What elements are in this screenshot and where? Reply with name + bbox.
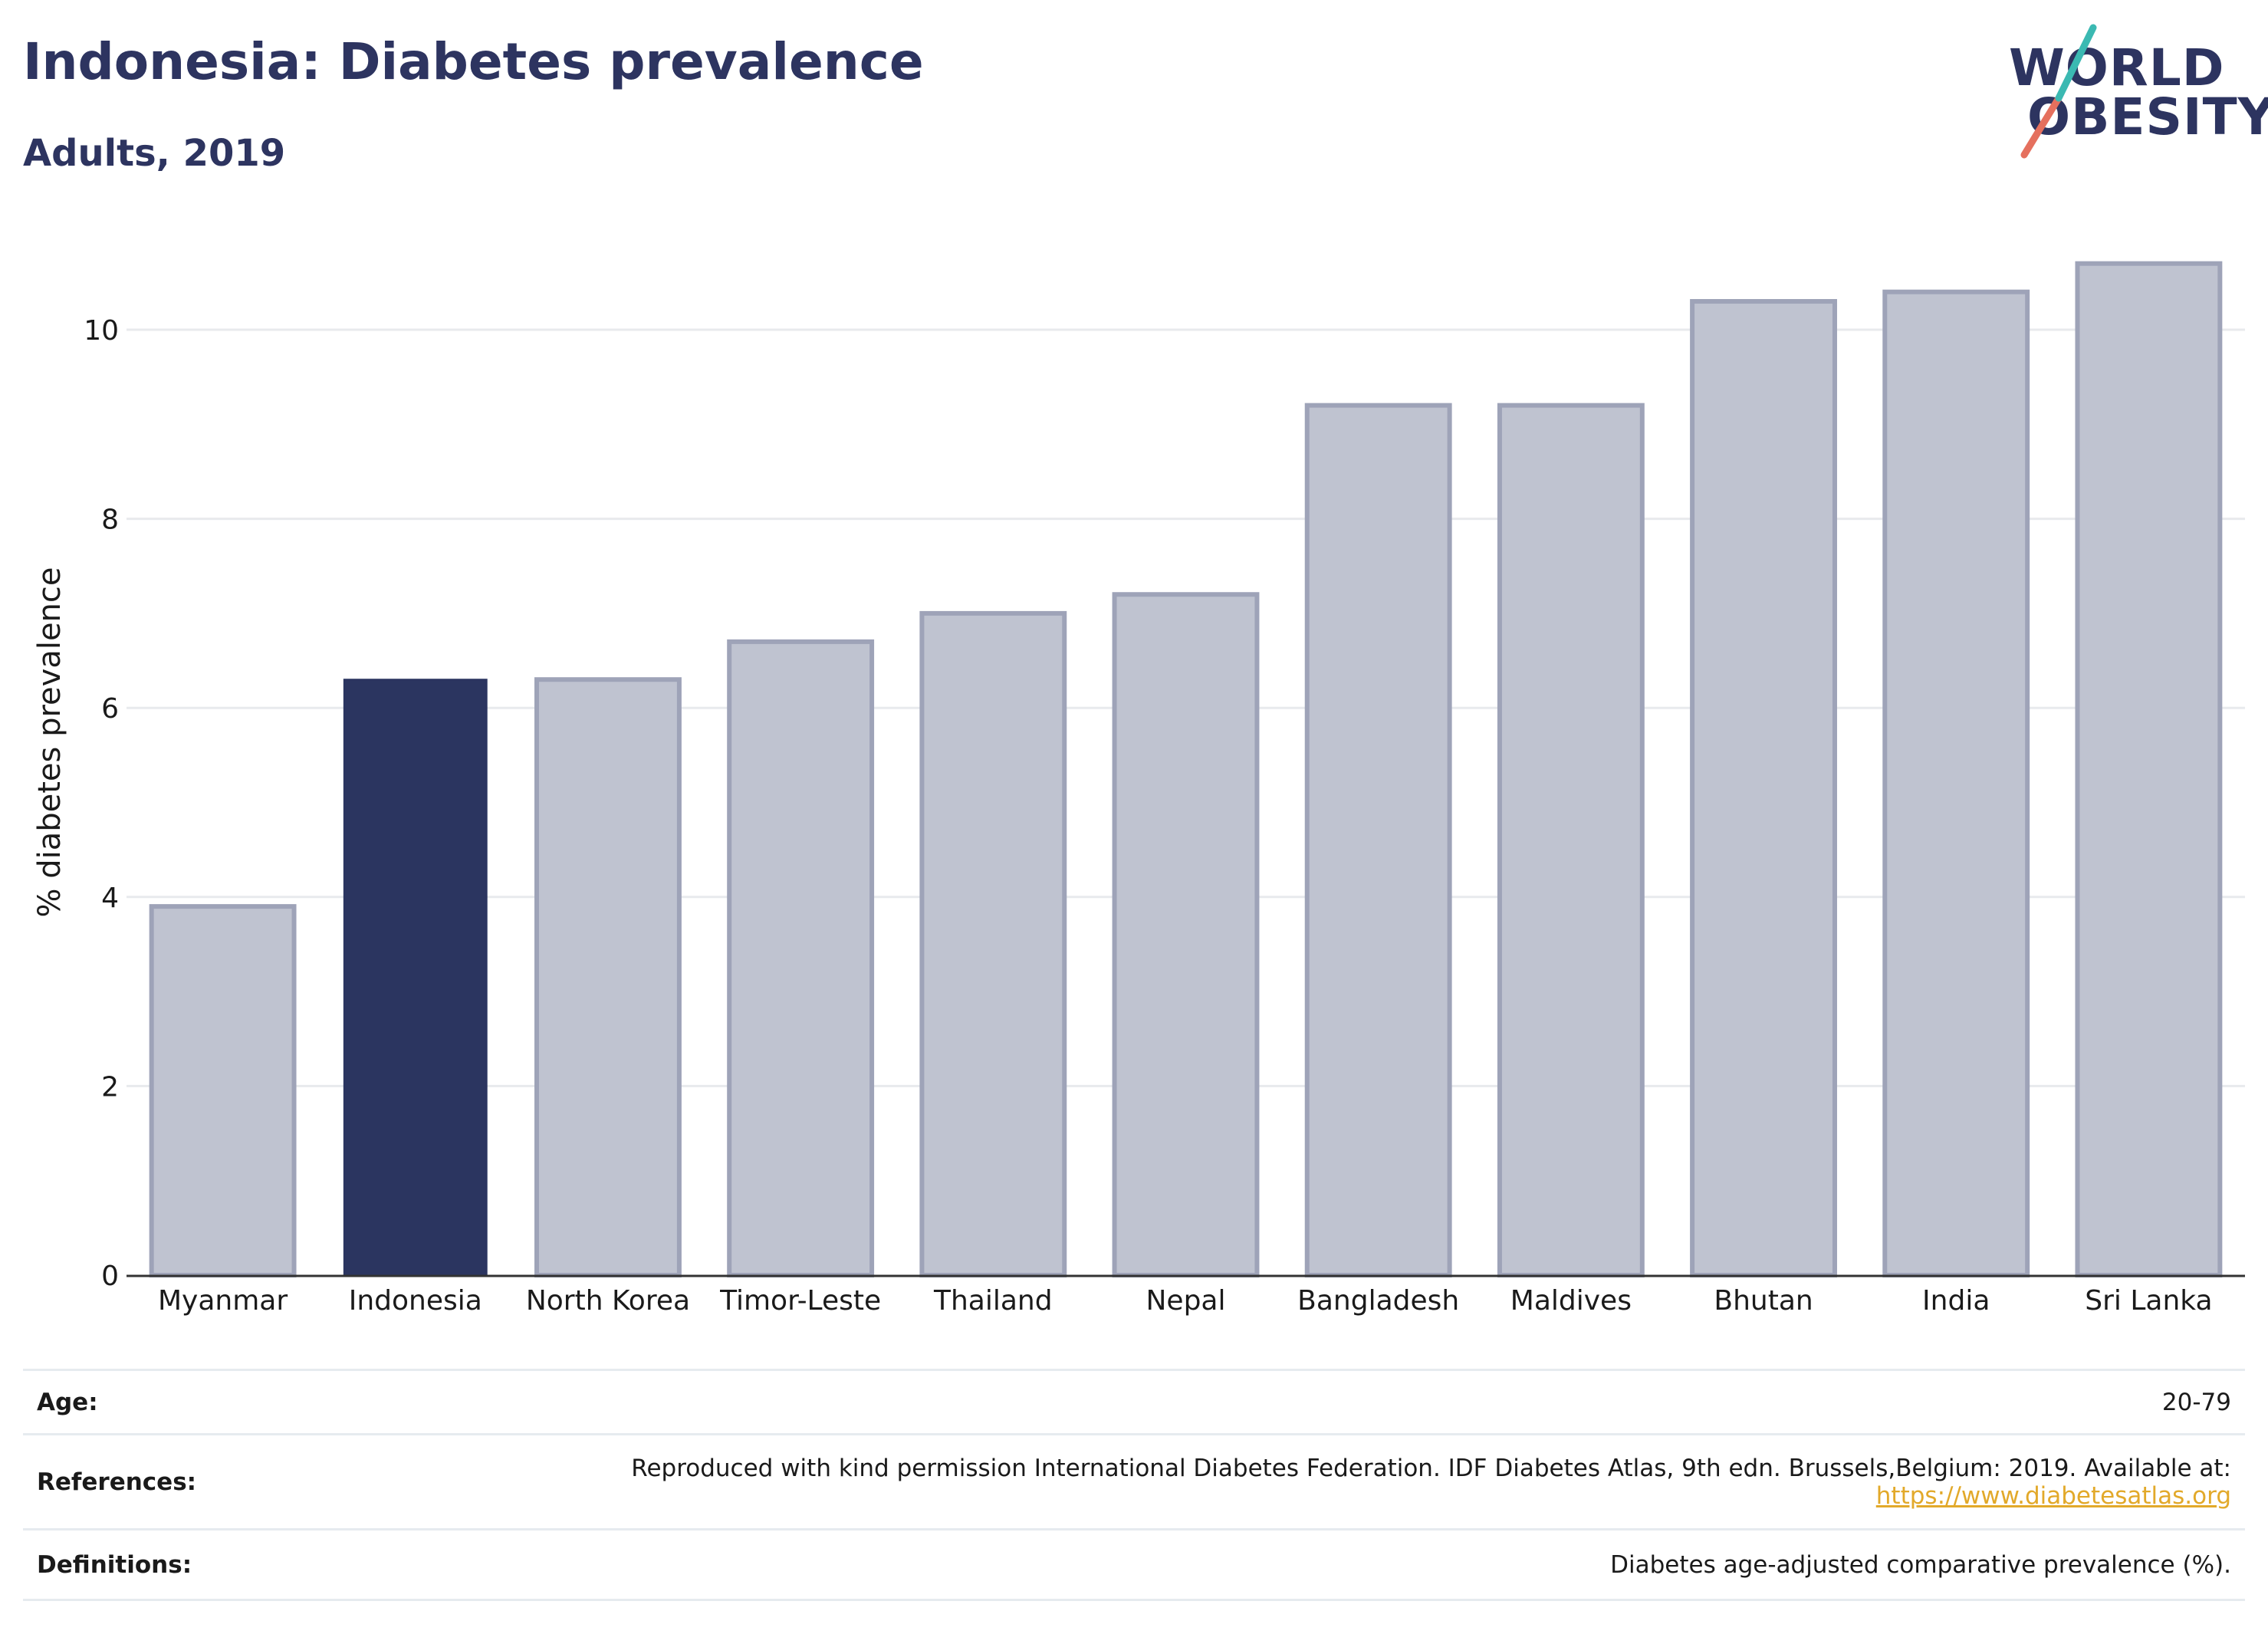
bar-bhutan: [1690, 299, 1837, 1277]
y-tick-label: 10: [84, 315, 119, 347]
info-value: Diabetes age-adjusted comparative preval…: [357, 1528, 2245, 1601]
y-axis-label: % diabetes prevalence: [32, 567, 67, 917]
world-obesity-logo: WORLD OBESITY: [1994, 15, 2268, 169]
x-tick-label: Bangladesh: [1297, 1285, 1459, 1317]
x-tick-label: Sri Lanka: [2085, 1285, 2212, 1317]
x-tick-label: Nepal: [1146, 1285, 1226, 1317]
bar-bangladesh: [1304, 403, 1452, 1277]
info-value: Reproduced with kind permission Internat…: [631, 1454, 2231, 1482]
x-axis-ticks: Myanmar Indonesia North Korea Timor-Leste Th…: [158, 1285, 2213, 1317]
bar-myanmar: [149, 904, 297, 1277]
bar-india: [1882, 289, 2030, 1277]
bar-maldives: [1497, 403, 1645, 1277]
reference-link[interactable]: https://www.diabetesatlas.org: [1875, 1481, 2231, 1510]
info-value: 20-79: [357, 1369, 2245, 1435]
info-row-age: Age: 20-79: [23, 1369, 2245, 1435]
x-tick-label: Timor-Leste: [719, 1285, 881, 1317]
y-tick-label: 4: [101, 883, 119, 914]
info-row-references: References: Reproduced with kind permiss…: [23, 1433, 2245, 1530]
chart-title: Indonesia: Diabetes prevalence: [23, 32, 924, 91]
x-tick-label: Bhutan: [1714, 1285, 1813, 1317]
y-tick-label: 2: [101, 1071, 119, 1103]
x-tick-label: Myanmar: [158, 1285, 288, 1317]
bars: [149, 261, 2223, 1278]
x-tick-label: Maldives: [1510, 1285, 1632, 1317]
info-key: References:: [23, 1433, 357, 1530]
bar-timor-leste: [727, 639, 875, 1277]
y-tick-label: 0: [101, 1261, 119, 1292]
bar-thailand: [919, 610, 1067, 1277]
y-tick-label: 6: [101, 693, 119, 725]
info-key: Age:: [23, 1369, 357, 1435]
y-axis-ticks: 0 2 4 6 8 10: [84, 315, 119, 1292]
y-tick-label: 8: [101, 505, 119, 536]
logo-line-1: WORLD: [2009, 38, 2225, 97]
logo-line-2: OBESITY: [2027, 87, 2268, 146]
info-row-definitions: Definitions: Diabetes age-adjusted compa…: [23, 1528, 2245, 1601]
bar-chart: 0 2 4 6 8 10 Myanmar Indonesia North Korea Timor…: [32, 261, 2245, 1317]
logo-slash-icon: [2020, 24, 2097, 159]
chart-subtitle: Adults, 2019: [23, 132, 286, 175]
x-tick-label: Indonesia: [349, 1285, 482, 1317]
x-tick-label: Thailand: [933, 1285, 1053, 1317]
bar-nepal: [1112, 592, 1260, 1277]
bar-north-korea: [534, 677, 682, 1277]
bar-indonesia: [343, 679, 488, 1276]
info-table: Age: 20-79 References: Reproduced with k…: [23, 1369, 2245, 1601]
info-key: Definitions:: [23, 1528, 357, 1601]
bar-sri-lanka: [2075, 261, 2223, 1278]
x-tick-label: North Korea: [526, 1285, 690, 1317]
x-tick-label: India: [1922, 1285, 1990, 1317]
